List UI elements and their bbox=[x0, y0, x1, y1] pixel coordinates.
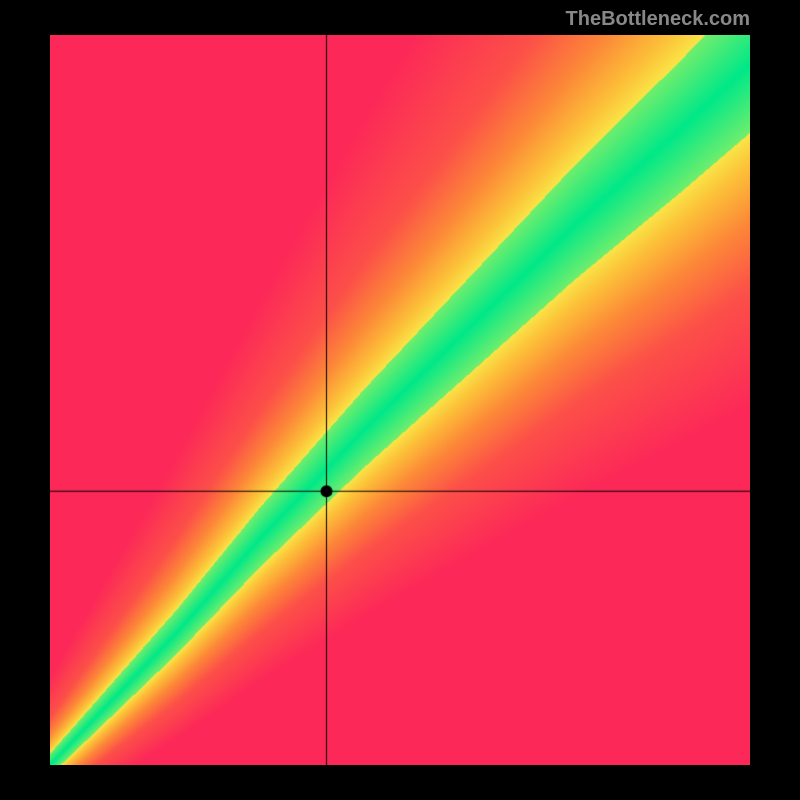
heatmap-plot bbox=[50, 35, 750, 765]
chart-container: TheBottleneck.com bbox=[0, 0, 800, 800]
heatmap-canvas bbox=[50, 35, 750, 765]
watermark-text: TheBottleneck.com bbox=[566, 8, 750, 31]
